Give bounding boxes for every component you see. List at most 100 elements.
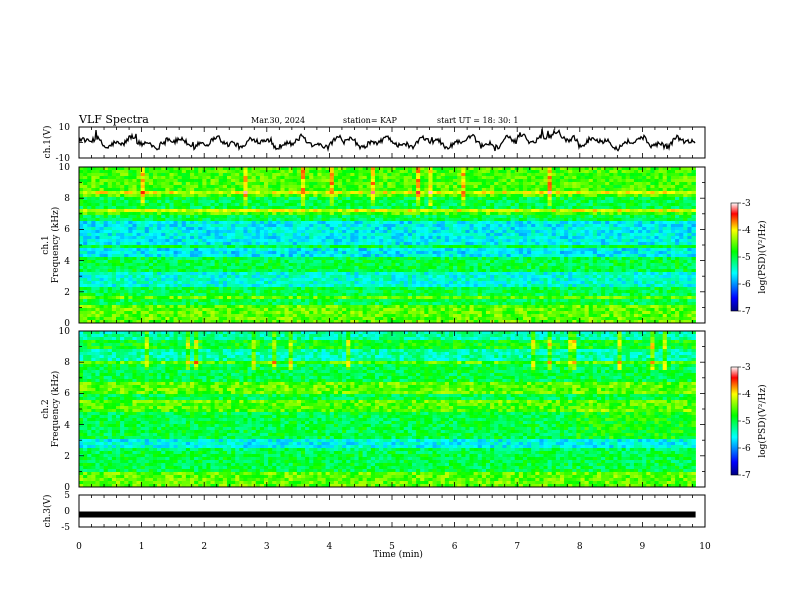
ch1-spectrogram-cell [370, 233, 376, 237]
ch1-spectrogram-cell [457, 299, 462, 303]
ch1-spectrogram-cell [457, 314, 462, 318]
ch1-spectrogram-cell [268, 275, 273, 279]
ch1-spectrogram-cell [116, 182, 121, 186]
ch1-spectrogram-cell [424, 239, 429, 243]
ch1-spectrogram-cell [263, 269, 269, 273]
ch1-spectrogram-cell [309, 245, 314, 249]
ch1-spectrogram-cell [461, 179, 466, 183]
ch1-spectrogram-cell [292, 200, 298, 204]
ch1-spectrogram-cell [116, 260, 121, 264]
ch1-spectrogram-cell [165, 269, 170, 273]
ch1-spectrogram-cell [296, 230, 302, 234]
ch1-spectrogram-cell [165, 308, 170, 312]
ch1-spectrogram-cell [214, 209, 220, 213]
ch1-spectrogram-cell [239, 239, 244, 243]
ch1-spectrogram-cell [370, 221, 376, 225]
ch1-spectrogram-cell [255, 170, 261, 174]
ch1-spectrogram-cell [383, 197, 388, 201]
ch1-spectrogram-cell [107, 191, 113, 195]
ch1-spectrogram-cell [337, 266, 343, 270]
ch1-spectrogram-cell [362, 215, 368, 219]
ch1-spectrogram-cell [444, 170, 450, 174]
ch1-spectrogram-cell [251, 254, 257, 258]
ch1-spectrogram-cell [144, 308, 150, 312]
ch1-spectrogram-cell [103, 239, 109, 243]
ch1-spectrogram-cell [354, 176, 359, 180]
ch1-spectrogram-cell [276, 170, 281, 174]
ch1-spectrogram-cell [383, 317, 388, 321]
ch1-spectrogram-cell [333, 233, 339, 237]
ch1-spectrogram-cell [99, 278, 104, 282]
ch1-spectrogram-cell [444, 290, 450, 294]
ch1-spectrogram-cell [317, 311, 322, 315]
ch1-spectrogram-cell [296, 218, 302, 222]
ch1-spectrogram-cell [189, 302, 195, 306]
ch1-spectrogram-cell [107, 197, 113, 201]
ch1-spectrogram-cell [325, 224, 331, 228]
ch1-spectrogram-cell [136, 167, 141, 171]
ch1-spectrogram-cell [103, 212, 109, 216]
ch1-spectrogram-cell [272, 200, 277, 204]
ch1-spectrogram-cell [432, 242, 437, 246]
ch1-spectrogram-cell [161, 320, 166, 324]
ch1-spectrogram-cell [374, 197, 380, 201]
ch1-spectrogram-cell [189, 269, 195, 273]
ch1-spectrogram-cell [337, 260, 343, 264]
ch1-spectrogram-cell [99, 236, 104, 240]
ch1-spectrogram-cell [140, 188, 146, 192]
ch1-spectrogram-cell [333, 173, 339, 177]
ch1-spectrogram-cell [313, 197, 318, 201]
ch1-spectrogram-cell [448, 296, 454, 300]
ch1-spectrogram-cell [416, 266, 421, 270]
ch1-spectrogram-cell [272, 275, 277, 279]
ch1-spectrogram-cell [280, 182, 285, 186]
ch1-spectrogram-cell [189, 263, 195, 267]
ch1-spectrogram-cell [235, 290, 240, 294]
ch1-spectrogram-cell [309, 281, 314, 285]
ch1-spectrogram-cell [231, 221, 236, 225]
ch1-spectrogram-cell [157, 302, 162, 306]
ch1-spectrogram-cell [107, 269, 113, 273]
ch1-spectrogram-cell [165, 275, 170, 279]
ch1-spectrogram-cell [321, 227, 326, 231]
ch1-spectrogram-cell [210, 218, 215, 222]
ch1-spectrogram-cell [157, 311, 162, 315]
ch1-spectrogram-cell [124, 206, 129, 210]
ch1-spectrogram-cell [247, 209, 252, 213]
ch1-spectrogram-cell [251, 215, 257, 219]
ch1-spectrogram-cell [169, 197, 174, 201]
ch1-spectrogram-cell [95, 281, 100, 285]
ch1-spectrogram-cell [453, 224, 458, 228]
ch1-spectrogram-cell [379, 233, 384, 237]
ch1-spectrogram-cell [391, 191, 396, 195]
ch1-spectrogram-cell [383, 170, 388, 174]
ch1-spectrogram-cell [313, 209, 318, 213]
ch1-spectrogram-cell [124, 260, 129, 264]
ch1-spectrogram-cell [111, 242, 117, 246]
ch1-spectrogram-cell [206, 260, 211, 264]
ch1-spectrogram-cell [157, 191, 162, 195]
ch1-spectrogram-cell [202, 206, 207, 210]
ch1-spectrogram-cell [194, 224, 199, 228]
ch1-spectrogram-cell [226, 242, 232, 246]
ch1-spectrogram-cell [165, 272, 170, 276]
ch1-spectrogram-cell [403, 245, 409, 249]
ch1-spectrogram-cell [222, 185, 228, 189]
ch1-spectrogram-cell [165, 212, 170, 216]
ch1-spectrogram-cell [305, 287, 310, 291]
ch1-spectrogram-cell [251, 275, 257, 279]
ch1-spectrogram-cell [136, 296, 141, 300]
ch1-spectrogram-cell [144, 236, 150, 240]
ch1-spectrogram-cell [387, 248, 392, 252]
ch1-spectrogram-cell [210, 263, 215, 267]
ch1-spectrogram-cell [231, 254, 236, 258]
ch1-spectrogram-cell [128, 185, 133, 189]
ch1-spectrogram-cell [313, 233, 318, 237]
ch1-spectrogram-cell [329, 212, 335, 216]
ch1-spectrogram-cell [259, 182, 265, 186]
ch1-spectrogram-cell [366, 302, 372, 306]
ch1-spectrogram-cell [239, 245, 244, 249]
ch1-spectrogram-cell [362, 260, 368, 264]
ch1-spectrogram-cell [140, 314, 146, 318]
ch1-spectrogram-cell [198, 296, 203, 300]
